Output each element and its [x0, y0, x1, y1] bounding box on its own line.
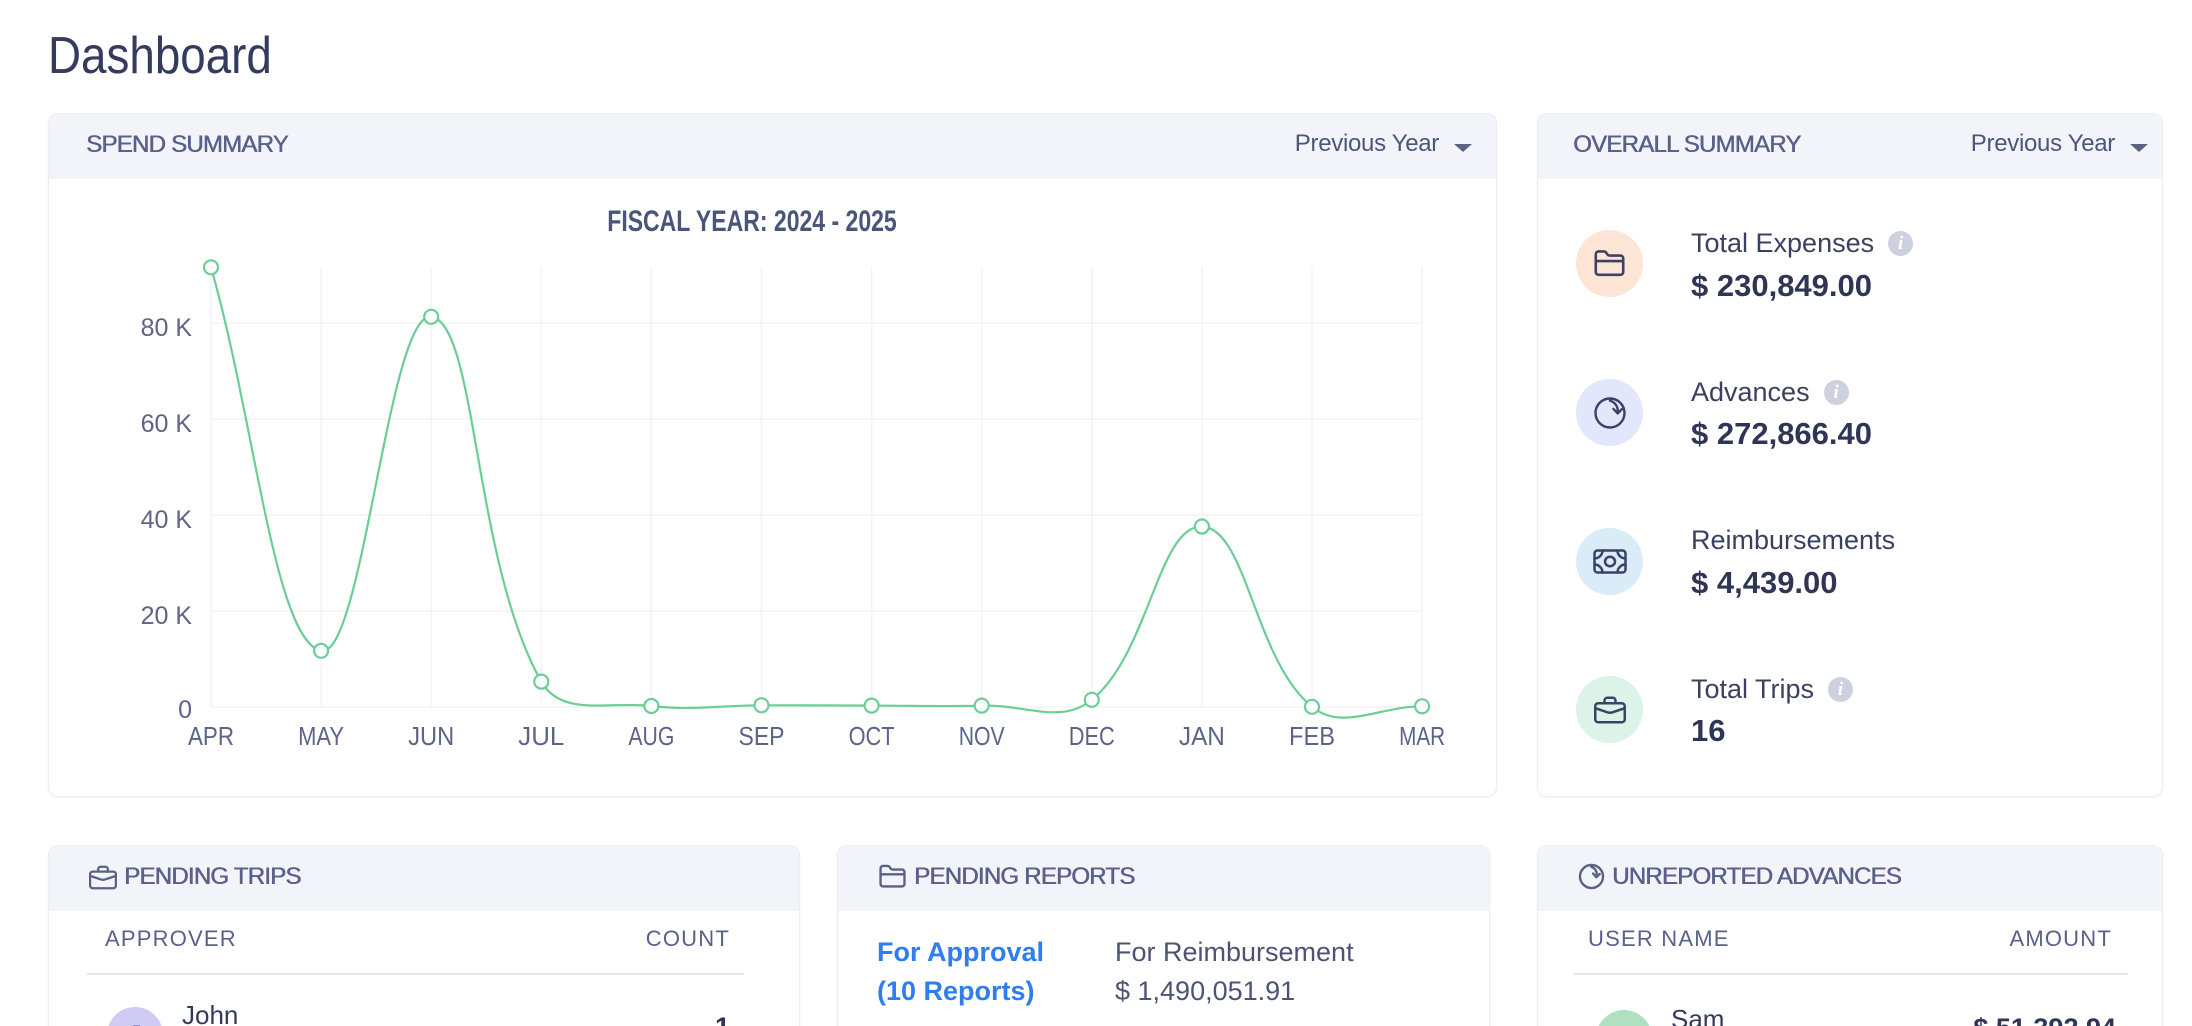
svg-text:MAR: MAR: [1399, 721, 1445, 751]
svg-text:20 K: 20 K: [141, 602, 193, 630]
svg-text:60 K: 60 K: [141, 410, 193, 438]
svg-text:MAY: MAY: [298, 721, 344, 751]
svg-text:40 K: 40 K: [141, 506, 193, 534]
svg-text:JUN: JUN: [408, 721, 454, 751]
svg-text:0: 0: [178, 696, 192, 724]
svg-text:SEP: SEP: [739, 721, 785, 751]
svg-text:OCT: OCT: [849, 721, 895, 751]
svg-text:APR: APR: [188, 721, 234, 751]
svg-text:AUG: AUG: [628, 721, 674, 751]
svg-text:JUL: JUL: [518, 721, 564, 751]
svg-text:80 K: 80 K: [141, 314, 193, 342]
svg-text:JAN: JAN: [1179, 721, 1225, 751]
svg-text:NOV: NOV: [959, 721, 1006, 751]
svg-text:DEC: DEC: [1069, 721, 1115, 751]
svg-text:FEB: FEB: [1289, 721, 1335, 751]
